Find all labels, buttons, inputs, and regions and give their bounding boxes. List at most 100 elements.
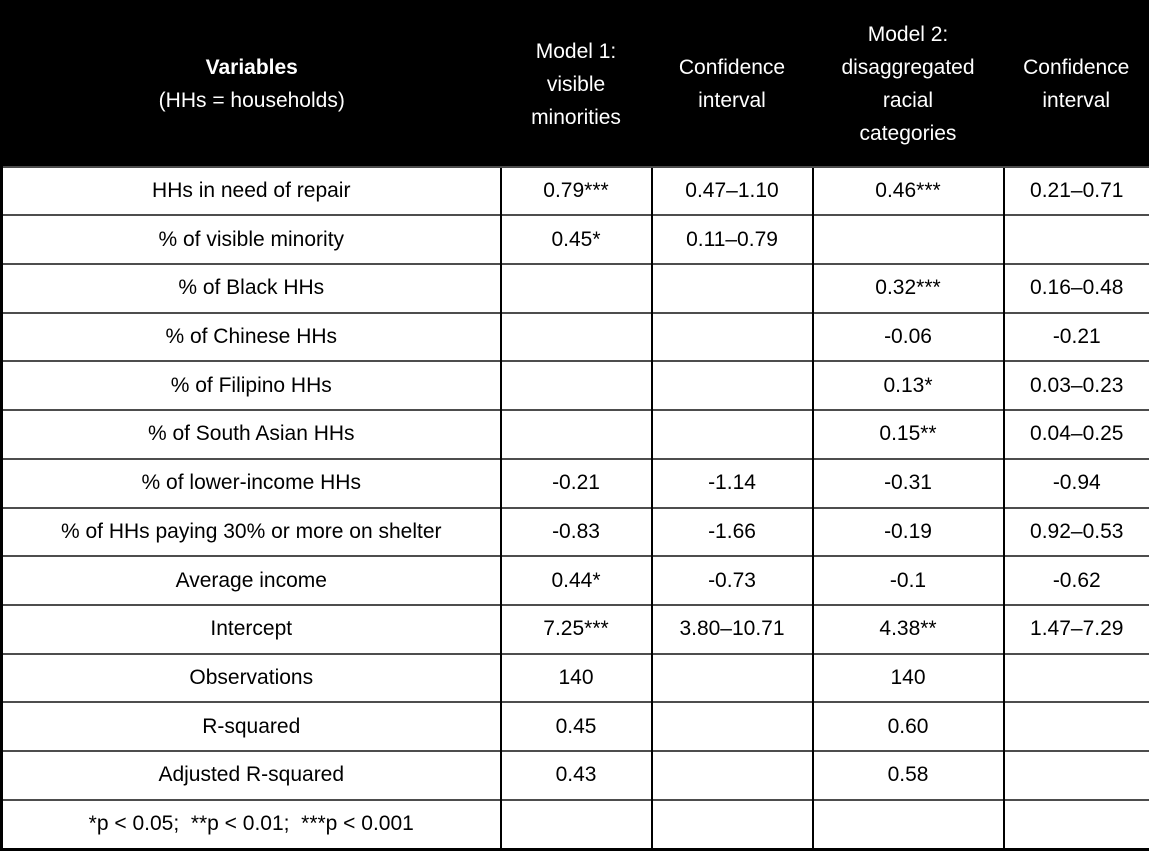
value-cell: 1.47–7.29 <box>1002 603 1149 654</box>
value-cell: -0.06 <box>811 311 1004 362</box>
value-cell: -0.19 <box>811 506 1004 557</box>
value-cell <box>1002 701 1149 752</box>
header-model-2: Model 2: disaggregated racial categories <box>812 1 1004 167</box>
value-cell: 0.43 <box>499 750 652 800</box>
row-label-cell: Intercept <box>1 603 501 654</box>
header-line: Variables <box>205 56 298 80</box>
row-label-cell: % of HHs paying 30% or more on shelter <box>1 506 501 557</box>
table-row: Adjusted R-squared 0.43 0.58 <box>1 750 1149 800</box>
header-line: disaggregated <box>841 56 975 80</box>
value-cell: -1.14 <box>650 457 813 508</box>
row-label-cell: HHs in need of repair <box>1 165 501 216</box>
header-line: minorities <box>531 105 621 129</box>
value-cell <box>499 360 652 411</box>
row-label-cell: Average income <box>1 555 501 605</box>
value-cell: -0.21 <box>1002 311 1149 362</box>
header-line: interval <box>1042 89 1111 113</box>
value-cell: -0.73 <box>650 555 813 605</box>
value-cell: 140 <box>811 652 1004 703</box>
value-cell: -0.94 <box>1002 457 1149 508</box>
value-cell: 0.45 <box>499 701 652 752</box>
table-row: Observations 140 140 <box>1 652 1149 703</box>
table-row: % of HHs paying 30% or more on shelter -0… <box>1 506 1149 557</box>
row-label-cell: Observations <box>1 652 501 703</box>
value-cell <box>499 409 652 459</box>
value-cell <box>1002 214 1149 264</box>
value-cell: -0.31 <box>811 457 1004 508</box>
table-row: % of Chinese HHs -0.06 -0.21 <box>1 311 1149 362</box>
header-line: racial <box>882 89 934 113</box>
header-line: Confidence <box>1023 56 1130 80</box>
header-row: Variables (HHs = households) Model 1: visi… <box>1 1 1149 167</box>
value-cell <box>650 701 813 752</box>
row-label-cell: *p < 0.05; **p < 0.01; ***p < 0.001 <box>1 798 501 850</box>
value-cell: 0.04–0.25 <box>1002 409 1149 459</box>
value-cell <box>650 409 813 459</box>
value-cell: 7.25*** <box>499 603 652 654</box>
header-variables: Variables (HHs = households) <box>1 1 501 167</box>
value-cell: -0.83 <box>499 506 652 557</box>
value-cell: 0.58 <box>811 750 1004 800</box>
value-cell: 0.47–1.10 <box>650 165 813 216</box>
value-cell: 0.32*** <box>811 262 1004 313</box>
value-cell: 140 <box>499 652 652 703</box>
table-row: HHs in need of repair 0.79*** 0.47–1.10 0.4… <box>1 165 1149 216</box>
value-cell: -1.66 <box>650 506 813 557</box>
value-cell <box>650 750 813 800</box>
row-label-cell: % of Chinese HHs <box>1 311 501 362</box>
value-cell <box>1002 750 1149 800</box>
table-body: HHs in need of repair 0.79*** 0.47–1.10 0.4… <box>1 165 1149 850</box>
value-cell <box>811 214 1004 264</box>
table-row: % of visible minority 0.45* 0.11–0.79 <box>1 214 1149 264</box>
table-header: Variables (HHs = households) Model 1: visi… <box>1 1 1149 167</box>
header-line: categories <box>859 122 957 146</box>
header-model-1: Model 1: visible minorities <box>500 1 652 167</box>
value-cell <box>499 262 652 313</box>
row-label-cell: % of South Asian HHs <box>1 409 501 459</box>
value-cell: 0.16–0.48 <box>1002 262 1149 313</box>
header-line: Model 1: <box>535 39 617 63</box>
value-cell <box>650 360 813 411</box>
table-row: R-squared 0.45 0.60 <box>1 701 1149 752</box>
value-cell: 0.21–0.71 <box>1002 165 1149 216</box>
header-line: Model 2: <box>867 23 949 47</box>
value-cell <box>499 311 652 362</box>
header-confidence-interval-2: Confidence interval <box>1003 1 1149 167</box>
header-line: (HHs = households) <box>158 89 345 113</box>
row-label-cell: Adjusted R-squared <box>1 750 501 800</box>
value-cell: -0.1 <box>811 555 1004 605</box>
value-cell: 0.11–0.79 <box>650 214 813 264</box>
table-row: % of lower-income HHs -0.21 -1.14 -0.31 -0.9… <box>1 457 1149 508</box>
value-cell: 3.80–10.71 <box>650 603 813 654</box>
value-cell <box>650 798 813 850</box>
table-row: *p < 0.05; **p < 0.01; ***p < 0.001 <box>1 798 1149 850</box>
value-cell <box>499 798 652 850</box>
value-cell: -0.21 <box>499 457 652 508</box>
value-cell: 0.79*** <box>499 165 652 216</box>
value-cell: 0.60 <box>811 701 1004 752</box>
value-cell: 0.45* <box>499 214 652 264</box>
value-cell: 0.44* <box>499 555 652 605</box>
header-confidence-interval-1: Confidence interval <box>651 1 813 167</box>
header-line: Confidence <box>678 56 786 80</box>
value-cell: 0.03–0.23 <box>1002 360 1149 411</box>
value-cell <box>811 798 1004 850</box>
value-cell <box>650 311 813 362</box>
table-row: Intercept 7.25*** 3.80–10.71 4.38** 1.47–7.2… <box>1 603 1149 654</box>
value-cell: 4.38** <box>811 603 1004 654</box>
table-row: % of South Asian HHs 0.15** 0.04–0.25 <box>1 409 1149 459</box>
row-label-cell: R-squared <box>1 701 501 752</box>
value-cell: 0.13* <box>811 360 1004 411</box>
value-cell <box>1002 652 1149 703</box>
table-row: % of Filipino HHs 0.13* 0.03–0.23 <box>1 360 1149 411</box>
value-cell: 0.46*** <box>811 165 1004 216</box>
value-cell: 0.92–0.53 <box>1002 506 1149 557</box>
value-cell <box>650 652 813 703</box>
row-label-cell: % of visible minority <box>1 214 501 264</box>
value-cell: -0.62 <box>1002 555 1149 605</box>
row-label-cell: % of lower-income HHs <box>1 457 501 508</box>
value-cell <box>650 262 813 313</box>
header-line: interval <box>698 89 766 113</box>
header-line: visible <box>546 72 606 96</box>
